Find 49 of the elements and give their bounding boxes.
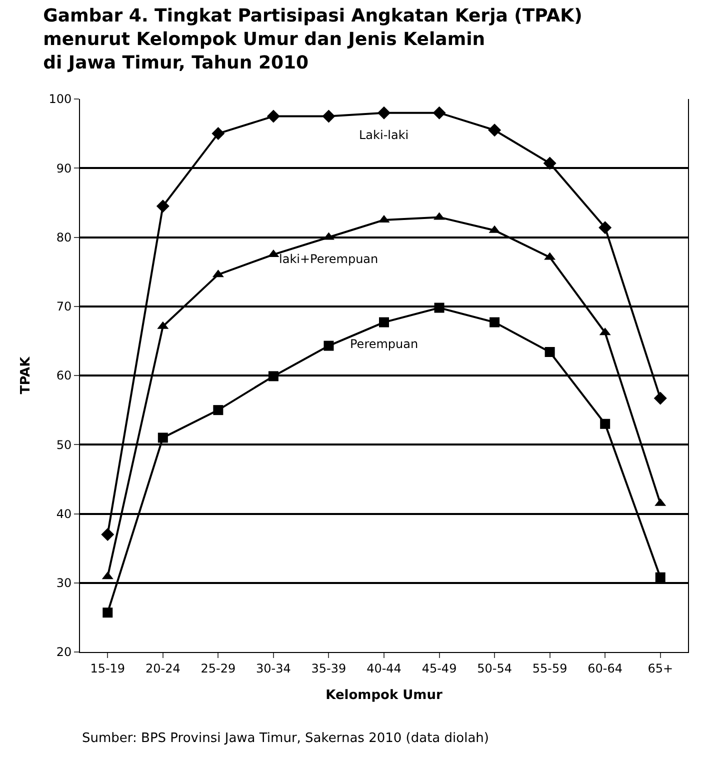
x-tick-label: 45-49 <box>422 661 457 676</box>
point <box>322 110 336 123</box>
point <box>654 392 667 405</box>
y-tick-label: 100 <box>48 92 72 106</box>
point <box>266 110 280 123</box>
x-tick-label: 35-39 <box>311 661 346 676</box>
point <box>432 106 446 120</box>
point <box>268 371 278 382</box>
x-tick-label: 50-54 <box>477 661 512 676</box>
point <box>490 317 500 328</box>
y-tick-label: 70 <box>56 300 72 314</box>
y-tick-label: 60 <box>56 368 72 383</box>
x-tick-label: 65+ <box>648 661 674 676</box>
y-tick-label: 20 <box>56 645 72 660</box>
point <box>544 347 555 357</box>
point <box>158 432 168 443</box>
series-label: Laki-laki <box>359 128 409 142</box>
point <box>598 221 612 234</box>
point <box>324 340 334 351</box>
x-tick-label: 15-19 <box>90 661 126 676</box>
y-tick-label: 40 <box>56 506 72 521</box>
point <box>212 127 225 140</box>
text: Sumber: BPS Provinsi Jawa Timur, Sakernas 2010 (data diolah) <box>82 731 489 746</box>
x-axis-title: Kelompok Umur <box>326 688 443 703</box>
y-tick-label: 80 <box>56 230 72 244</box>
y-tick-label: 90 <box>56 161 72 176</box>
point <box>101 528 114 541</box>
chart-title: Gambar 4. Tingkat Partisipasi Angkatan Kerja (TPAK) menurut Kelompok Umur dan Jenis Kelamin di Jawa Timur, Tahun 2010 <box>43 6 582 74</box>
y-tick-label: 50 <box>56 438 72 452</box>
x-tick-label: 60-64 <box>588 661 623 676</box>
point <box>378 106 390 120</box>
point <box>543 156 556 170</box>
x-tick-label: 40-44 <box>366 661 402 676</box>
series-label: Perempuan <box>350 337 418 351</box>
x-tick-label: 25-29 <box>200 661 236 676</box>
point <box>655 572 666 582</box>
point <box>600 418 610 429</box>
point <box>434 302 444 313</box>
y-axis-title: TPAK <box>18 356 34 394</box>
point <box>213 405 224 416</box>
point <box>156 200 170 213</box>
point <box>488 124 502 137</box>
x-tick-label: 30-34 <box>256 661 291 676</box>
y-tick-label: 30 <box>56 576 72 590</box>
x-tick-label: 20-24 <box>145 661 180 676</box>
x-tick-label: 55-59 <box>532 661 568 676</box>
point <box>379 317 389 328</box>
point <box>102 608 113 618</box>
series-label: laki+Perempuan <box>279 252 378 266</box>
